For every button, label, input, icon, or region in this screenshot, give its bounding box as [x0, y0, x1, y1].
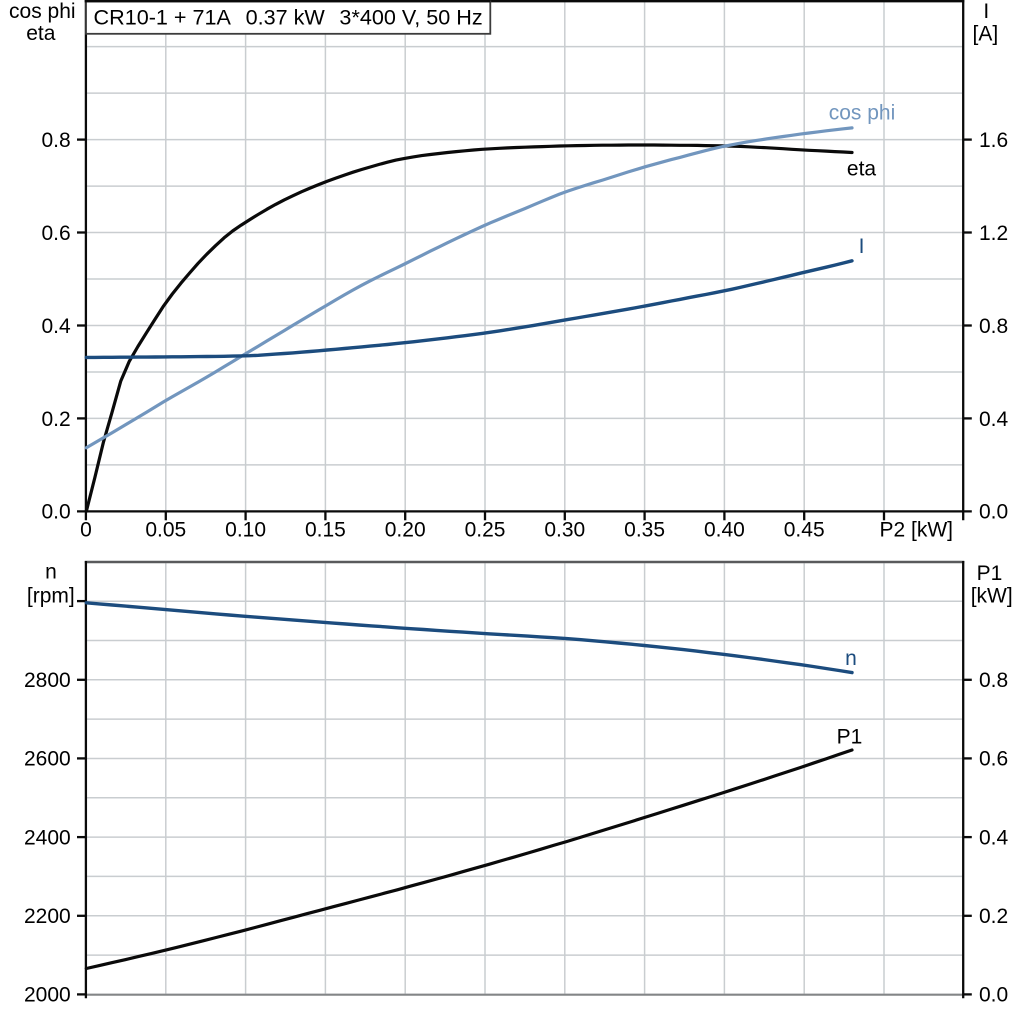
svg-text:0.30: 0.30 [544, 519, 585, 542]
svg-text:0.0: 0.0 [979, 501, 1008, 524]
svg-text:P1: P1 [977, 562, 1003, 585]
svg-text:I: I [859, 235, 865, 258]
svg-text:0.35: 0.35 [624, 519, 665, 542]
svg-text:0.8: 0.8 [979, 315, 1008, 338]
svg-text:0.6: 0.6 [979, 748, 1008, 771]
svg-text:0.0: 0.0 [979, 984, 1008, 1007]
svg-text:0.4: 0.4 [979, 826, 1009, 849]
svg-text:[A]: [A] [973, 22, 999, 45]
svg-text:0.10: 0.10 [225, 519, 266, 542]
svg-text:0.4: 0.4 [41, 315, 71, 338]
svg-text:CR10-1 + 71A 0.37 kW 3*400: CR10-1 + 71A 0.37 kW 3*400 V, 50 Hz [94, 5, 483, 30]
svg-text:[kW]: [kW] [971, 585, 1013, 608]
svg-text:0.8: 0.8 [41, 129, 70, 152]
svg-text:n: n [845, 647, 857, 670]
svg-text:0.15: 0.15 [305, 519, 346, 542]
svg-text:n: n [45, 560, 57, 583]
svg-text:2800: 2800 [24, 669, 71, 692]
svg-text:cos phi: cos phi [829, 102, 896, 125]
svg-text:2400: 2400 [24, 826, 71, 849]
svg-text:1.6: 1.6 [979, 129, 1008, 152]
svg-text:0.45: 0.45 [784, 519, 825, 542]
svg-text:0.25: 0.25 [465, 519, 506, 542]
svg-text:1.2: 1.2 [979, 222, 1008, 245]
svg-text:2600: 2600 [24, 748, 71, 771]
svg-text:2000: 2000 [24, 984, 71, 1007]
svg-text:0.0: 0.0 [41, 501, 70, 524]
svg-text:eta: eta [847, 158, 877, 181]
svg-text:0.20: 0.20 [385, 519, 426, 542]
svg-text:0.2: 0.2 [41, 408, 70, 431]
svg-text:I: I [983, 0, 989, 23]
svg-text:eta: eta [26, 22, 56, 45]
svg-text:0.8: 0.8 [979, 669, 1008, 692]
svg-text:0.2: 0.2 [979, 905, 1008, 928]
svg-text:0: 0 [80, 519, 92, 542]
svg-text:0.6: 0.6 [41, 222, 70, 245]
svg-text:0.4: 0.4 [979, 408, 1009, 431]
svg-text:cos phi: cos phi [9, 0, 76, 23]
svg-text:0.05: 0.05 [145, 519, 186, 542]
svg-text:2200: 2200 [24, 905, 71, 928]
svg-text:[rpm]: [rpm] [27, 585, 75, 608]
svg-text:0.40: 0.40 [704, 519, 745, 542]
svg-text:P1: P1 [837, 726, 863, 749]
svg-text:P2 [kW]: P2 [kW] [880, 519, 954, 542]
